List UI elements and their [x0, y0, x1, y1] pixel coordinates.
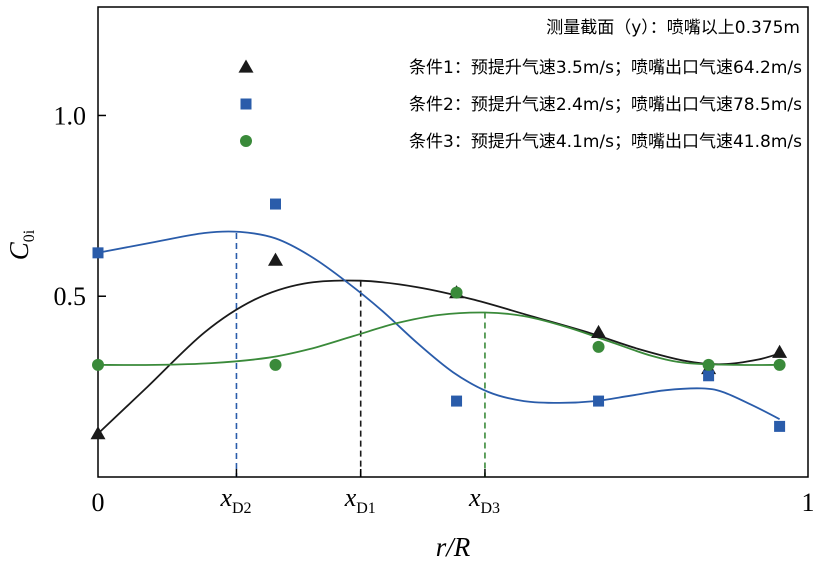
marker-series-3-point-3 [450, 286, 463, 299]
fit-curves [97, 230, 784, 435]
y-tick-label-1: 1.0 [54, 101, 87, 130]
legend-label-3: 条件3：预提升气速4.1m/s；喷嘴出口气速41.8m/s [409, 132, 802, 152]
marker-series-1-point-1 [90, 426, 106, 440]
marker-series-3-point-5 [702, 358, 715, 371]
legend-label-1: 条件1：预提升气速3.5m/s；喷嘴出口气速64.2m/s [409, 58, 802, 78]
reference-lines [235, 232, 486, 477]
ref-label-main-d1: x [344, 483, 357, 512]
marker-series-3-point-6 [773, 358, 786, 371]
legend-marker-3 [240, 135, 252, 147]
marker-series-2-point-2 [270, 198, 281, 210]
y-axis-title-main: C [4, 241, 34, 260]
plot-frame [97, 6, 809, 478]
legend-marker-2 [240, 98, 252, 110]
y-axis-title-sub: 0i [21, 229, 38, 242]
legend-entries: 条件1：预提升气速3.5m/s；喷嘴出口气速64.2m/s 条件2：预提升气速2.… [238, 58, 802, 152]
marker-series-2-point-4 [593, 395, 605, 407]
marker-series-1-point-2 [268, 252, 283, 266]
x-axis-title: r/R [436, 532, 471, 562]
ref-label-main-d2: x [219, 483, 232, 512]
y-tick-label-0: 0.5 [54, 282, 87, 311]
marker-series-3-point-4 [592, 340, 605, 353]
ref-label-d1: xD1 [344, 483, 376, 517]
marker-series-2-point-5 [703, 370, 715, 382]
ref-label-sub-d2: D2 [232, 500, 252, 517]
marker-series-1-point-4 [591, 324, 607, 339]
legend-label-2: 条件2：预提升气速2.4m/s；喷嘴出口气速78.5m/s [409, 95, 802, 115]
marker-series-2-point-1 [92, 247, 104, 259]
marker-series-3-point-1 [92, 358, 104, 371]
ref-label-d2: xD2 [219, 483, 251, 517]
x-tick-label-0: 0 [92, 488, 105, 517]
marker-series-3-point-2 [269, 358, 282, 371]
marker-series-2-point-3 [451, 395, 463, 407]
fit-curve-series-2 [97, 230, 781, 420]
legend: 测量截面（y）：喷嘴以上0.375m 条件1：预提升气速3.5m/s；喷嘴出口气… [238, 18, 802, 152]
legend-header: 测量截面（y）：喷嘴以上0.375m [546, 18, 800, 38]
fit-curve-series-3 [97, 311, 780, 366]
ref-label-d3: xD3 [468, 483, 500, 517]
marker-series-2-point-6 [774, 420, 786, 432]
data-markers [90, 198, 788, 440]
legend-marker-1 [238, 59, 254, 73]
ref-label-sub-d3: D3 [480, 500, 500, 517]
y-axis-title: C0i [4, 229, 38, 260]
x-tick-label-1: 1 [802, 488, 815, 517]
ref-label-sub-d1: D1 [356, 500, 376, 517]
marker-series-1-point-6 [772, 344, 788, 358]
fit-curve-series-1 [97, 279, 784, 435]
ref-label-main-d3: x [468, 483, 481, 512]
